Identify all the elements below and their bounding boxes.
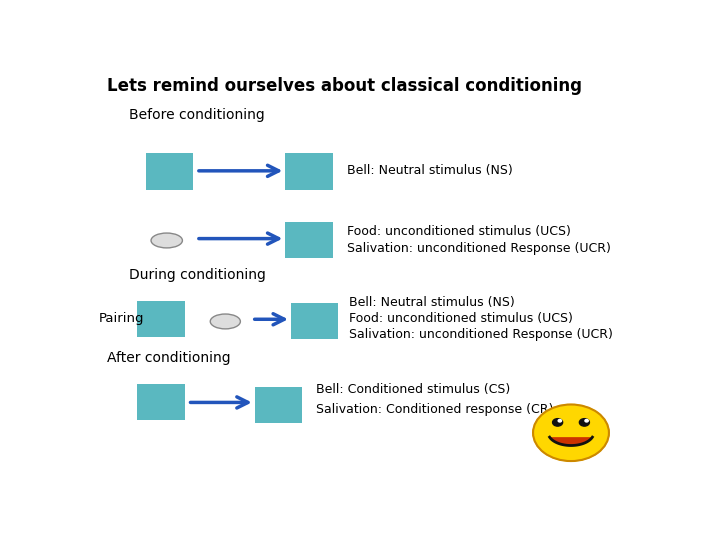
Circle shape <box>558 420 562 422</box>
Ellipse shape <box>210 314 240 329</box>
Text: After conditioning: After conditioning <box>107 351 230 365</box>
Text: Bell: Neutral stimulus (NS): Bell: Neutral stimulus (NS) <box>347 164 513 177</box>
Text: Salivation: Conditioned response (CR): Salivation: Conditioned response (CR) <box>316 403 554 416</box>
Text: Bell: Conditioned stimulus (CS): Bell: Conditioned stimulus (CS) <box>316 383 510 396</box>
Circle shape <box>585 420 588 422</box>
FancyBboxPatch shape <box>255 387 302 423</box>
Text: Food: unconditioned stimulus (UCS): Food: unconditioned stimulus (UCS) <box>347 225 570 238</box>
FancyBboxPatch shape <box>145 153 193 190</box>
FancyBboxPatch shape <box>285 153 333 190</box>
Text: Salivation: unconditioned Response (UCR): Salivation: unconditioned Response (UCR) <box>347 242 611 255</box>
Circle shape <box>552 418 562 426</box>
Polygon shape <box>549 437 593 446</box>
Text: Lets remind ourselves about classical conditioning: Lets remind ourselves about classical co… <box>107 77 582 95</box>
Ellipse shape <box>151 233 182 248</box>
Text: During conditioning: During conditioning <box>129 268 266 282</box>
FancyBboxPatch shape <box>138 384 185 420</box>
Circle shape <box>533 404 609 461</box>
Text: Food: unconditioned stimulus (UCS): Food: unconditioned stimulus (UCS) <box>349 312 573 325</box>
FancyBboxPatch shape <box>138 301 185 337</box>
FancyBboxPatch shape <box>285 221 333 258</box>
Text: Before conditioning: Before conditioning <box>129 107 265 122</box>
Text: Bell: Neutral stimulus (NS): Bell: Neutral stimulus (NS) <box>349 296 516 309</box>
FancyBboxPatch shape <box>291 302 338 339</box>
Circle shape <box>580 418 590 426</box>
Text: Pairing: Pairing <box>99 312 144 325</box>
Text: Salivation: unconditioned Response (UCR): Salivation: unconditioned Response (UCR) <box>349 328 613 341</box>
